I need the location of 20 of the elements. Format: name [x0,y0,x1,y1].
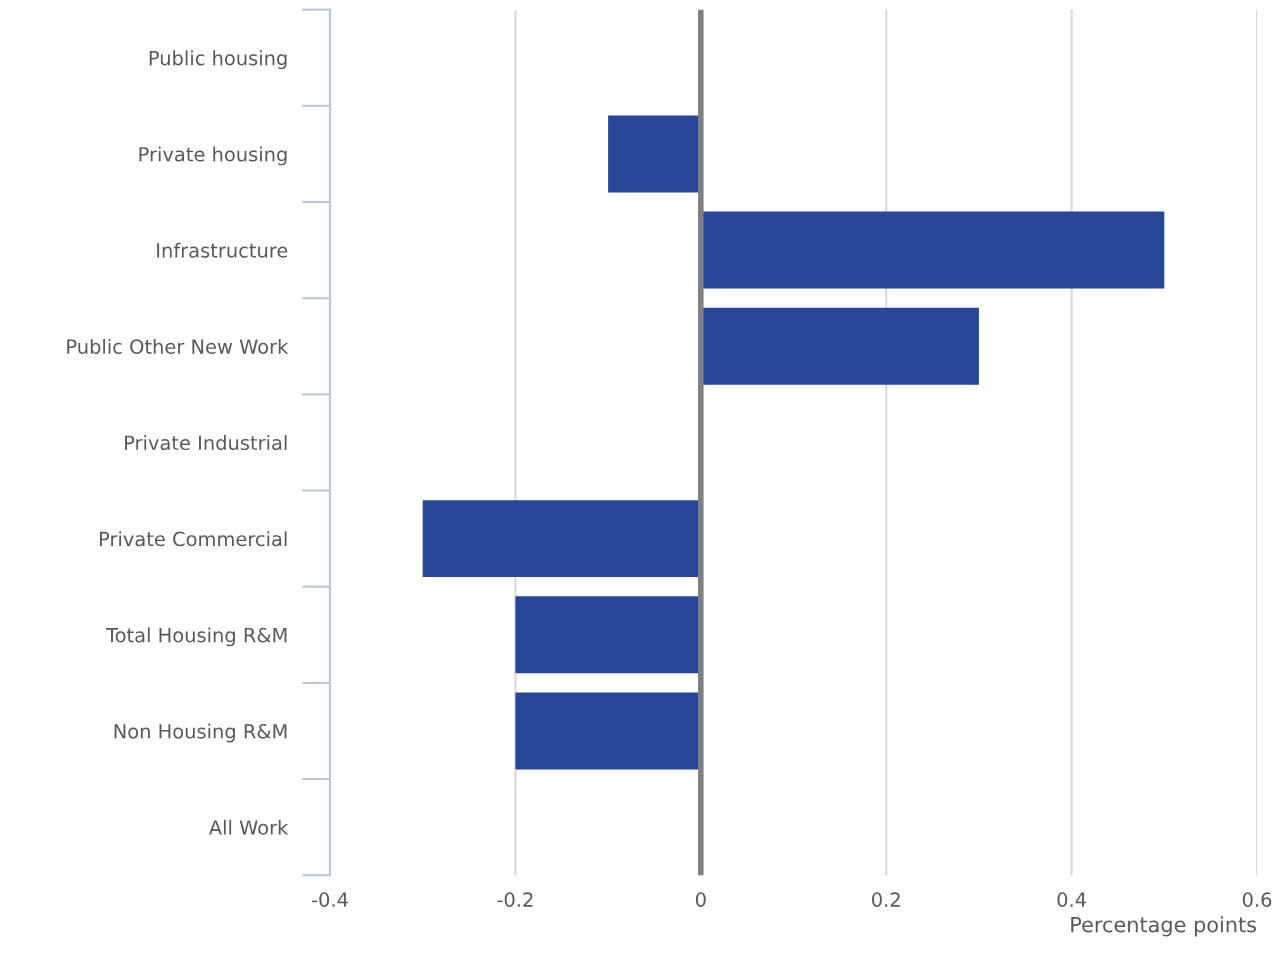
x-tick-label: 0 [695,892,706,907]
y-tick-label: Public Other New Work [67,338,289,354]
x-tick-label: -0.4 [311,892,348,907]
y-tick-label: Total Housing R&M [106,627,287,647]
x-tick-label: 0.6 [1242,892,1272,907]
y-tick-label: Private housing [139,146,287,166]
bar [515,692,701,770]
bar [422,500,701,578]
y-tick-label: Private Industrial [125,435,287,451]
y-tick-label: Public housing [149,50,287,70]
y-tick-label: All Work [208,819,289,835]
x-tick-label: -0.2 [497,892,533,907]
y-tick-label: Non Housing R&M [114,723,287,743]
x-tick-label: 0.4 [1057,892,1086,907]
x-axis-title: Percentage points [1071,916,1257,937]
y-tick-label: Private Commercial [99,531,287,547]
x-tick-label: 0.2 [872,892,900,907]
y-tick-label: Infrastructure [157,242,288,258]
bar [608,115,701,193]
bar [515,596,701,674]
